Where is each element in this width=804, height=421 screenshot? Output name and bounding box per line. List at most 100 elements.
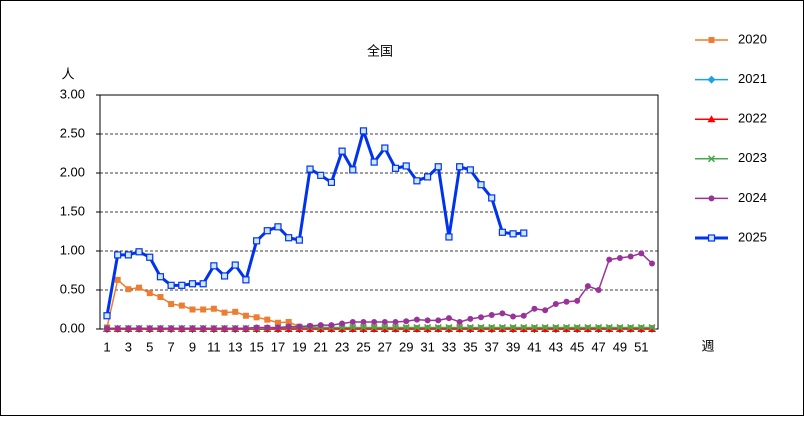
- data-point: [445, 233, 453, 241]
- data-point: [221, 309, 228, 316]
- data-point: [168, 301, 175, 308]
- data-point: [231, 261, 239, 269]
- data-point: [574, 297, 581, 304]
- data-point: [509, 323, 517, 331]
- x-tick-label: 23: [335, 339, 349, 354]
- data-point: [392, 318, 399, 325]
- data-point: [649, 260, 655, 267]
- data-point: [530, 323, 538, 331]
- data-point: [232, 325, 239, 332]
- legend-marker: [707, 115, 716, 123]
- series-line: [105, 129, 524, 316]
- data-point: [552, 323, 560, 331]
- x-tick-label: 3: [125, 339, 132, 354]
- data-point: [391, 164, 400, 172]
- data-point: [221, 325, 228, 332]
- data-point: [509, 230, 517, 238]
- data-point: [573, 323, 581, 331]
- data-point: [510, 313, 517, 320]
- data-point: [478, 314, 485, 321]
- data-point: [424, 323, 432, 331]
- data-point: [627, 323, 635, 331]
- legend-marker: [707, 234, 716, 242]
- data-point: [456, 318, 463, 325]
- x-tick-label: 49: [613, 339, 627, 354]
- data-point: [220, 272, 229, 280]
- data-point: [210, 325, 217, 332]
- data-point: [605, 323, 613, 331]
- data-point: [381, 144, 389, 152]
- plot-area: [99, 94, 659, 330]
- x-tick-label: 31: [420, 339, 434, 354]
- data-point: [178, 302, 185, 309]
- data-point: [168, 325, 175, 332]
- data-point: [456, 323, 464, 331]
- data-point: [360, 318, 367, 325]
- data-point: [242, 325, 249, 332]
- data-point: [328, 322, 335, 329]
- legend-label: 2023: [738, 150, 767, 165]
- data-point: [359, 127, 368, 135]
- data-point: [648, 323, 656, 331]
- legend-label: 2021: [738, 71, 767, 86]
- data-point: [156, 273, 165, 281]
- data-point: [498, 323, 506, 331]
- data-point: [242, 312, 249, 319]
- data-point: [146, 253, 154, 261]
- data-point: [327, 178, 336, 186]
- data-point: [520, 312, 527, 319]
- data-point: [125, 286, 132, 293]
- data-point: [542, 307, 549, 314]
- data-point: [371, 318, 378, 325]
- data-point: [413, 177, 421, 185]
- data-point: [637, 323, 645, 331]
- data-point: [274, 223, 282, 231]
- data-point: [114, 276, 121, 283]
- data-point: [157, 325, 164, 332]
- data-point: [531, 305, 538, 312]
- x-tick-label: 39: [506, 339, 520, 354]
- data-point: [413, 316, 420, 323]
- data-point: [189, 306, 196, 313]
- data-point: [317, 171, 325, 179]
- series-line: [106, 279, 652, 329]
- data-point: [200, 325, 207, 332]
- y-tick-label: 1.50: [60, 203, 85, 218]
- data-point: [200, 306, 207, 313]
- data-point: [285, 318, 292, 325]
- x-tick-label: 41: [527, 339, 541, 354]
- legend-label: 2024: [738, 190, 767, 205]
- x-tick-label: 27: [378, 339, 392, 354]
- x-tick-label: 15: [249, 339, 263, 354]
- data-point: [498, 228, 506, 236]
- data-point: [210, 305, 217, 312]
- data-point: [488, 194, 496, 202]
- data-point: [264, 316, 271, 323]
- data-point: [423, 173, 432, 181]
- x-tick-label: 7: [168, 339, 175, 354]
- data-point: [188, 280, 197, 288]
- data-point: [146, 325, 153, 332]
- x-tick-label: 29: [399, 339, 413, 354]
- data-point: [104, 325, 110, 332]
- x-tick-label: 35: [463, 339, 477, 354]
- data-point: [124, 251, 132, 259]
- data-point: [595, 323, 603, 331]
- data-point: [456, 163, 464, 171]
- y-tick-label: 3.00: [60, 86, 85, 101]
- x-tick-label: 21: [313, 339, 327, 354]
- legend-marker: [707, 155, 716, 163]
- data-point: [584, 323, 592, 331]
- data-point: [445, 315, 452, 322]
- data-point: [403, 318, 410, 325]
- data-point: [370, 158, 378, 166]
- data-point: [434, 323, 442, 331]
- data-point: [285, 323, 292, 330]
- data-point: [146, 290, 153, 297]
- data-point: [381, 323, 389, 331]
- data-point: [402, 162, 410, 170]
- x-tick-label: 9: [189, 339, 196, 354]
- legend-marker: [708, 37, 715, 43]
- data-point: [136, 284, 143, 291]
